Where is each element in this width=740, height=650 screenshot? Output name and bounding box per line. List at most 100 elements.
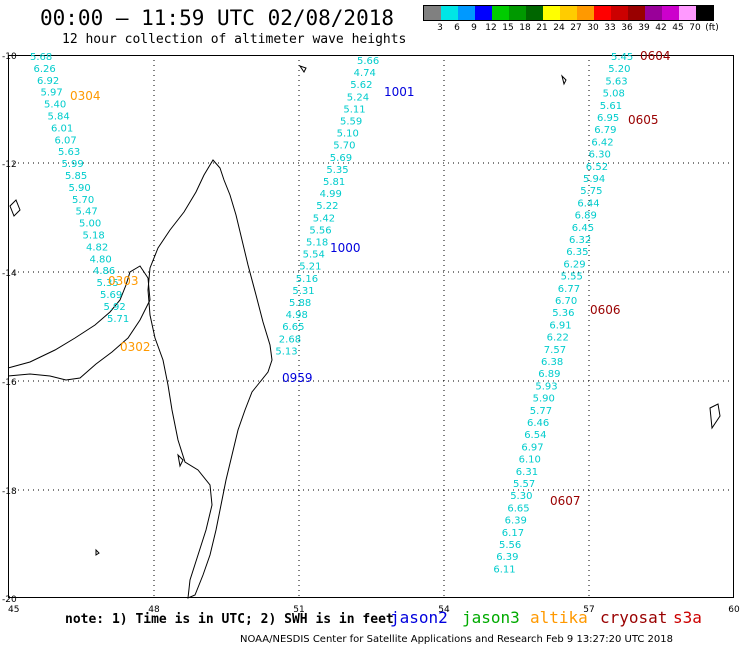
swh-value-altika: 5.35 (97, 278, 119, 289)
swh-value-jason2: 5.35 (326, 165, 348, 176)
map-frame (8, 55, 734, 598)
legend-swatch (543, 6, 560, 20)
legend-label: 24 (553, 23, 565, 33)
swh-value-cryosat: 6.32 (569, 235, 591, 246)
reunion-island (709, 403, 721, 430)
swh-value-altika: 5.71 (107, 314, 129, 325)
legend-swatch (424, 6, 441, 20)
madagascar-coastline (147, 159, 273, 599)
credit-line: NOAA/NESDIS Center for Satellite Applica… (240, 634, 673, 645)
legend-swatch (696, 6, 713, 20)
swh-value-altika: 5.69 (100, 290, 122, 301)
swh-value-altika: 4.86 (93, 266, 115, 277)
swh-value-cryosat: 6.95 (597, 113, 619, 124)
swh-value-cryosat: 6.44 (577, 198, 599, 209)
swh-value-altika: 6.92 (37, 76, 59, 87)
swh-value-cryosat: 6.31 (516, 467, 538, 478)
lat-label: -12 (2, 160, 17, 170)
legend-label: 33 (604, 23, 616, 33)
swh-value-jason2: 5.56 (309, 225, 331, 236)
legend-swatch (611, 6, 628, 20)
swh-value-cryosat: 5.36 (552, 308, 574, 319)
swh-value-altika: 6.26 (34, 64, 56, 75)
swh-value-cryosat: 6.29 (563, 259, 585, 270)
swh-value-altika: 5.18 (83, 231, 105, 242)
swh-value-cryosat: 6.35 (566, 247, 588, 258)
swh-value-cryosat: 6.89 (575, 211, 597, 222)
lat-label: -10 (2, 52, 17, 62)
swh-value-jason2: 5.69 (330, 153, 352, 164)
time-label-altika: 0303 (108, 274, 139, 288)
swh-value-cryosat: 5.20 (608, 64, 630, 75)
swh-value-altika: 6.01 (51, 123, 73, 134)
lat-label: -18 (2, 487, 17, 497)
island-outline (177, 453, 184, 468)
legend-swatch (679, 6, 696, 20)
swh-value-cryosat: 5.57 (513, 479, 535, 490)
swh-value-cryosat: 6.30 (589, 150, 611, 161)
swh-value-altika: 4.82 (86, 242, 108, 253)
swh-value-jason2: 5.18 (306, 238, 328, 249)
swh-value-jason2: 5.62 (350, 80, 372, 91)
time-label-jason2: 0959 (282, 371, 313, 385)
swh-value-jason2: 5.42 (313, 213, 335, 224)
legend-swatch (628, 6, 645, 20)
swh-value-altika: 5.97 (41, 88, 63, 99)
swh-value-jason2: 5.70 (333, 141, 355, 152)
swh-value-altika: 4.80 (90, 254, 112, 265)
swh-value-altika: 5.68 (30, 52, 52, 63)
swh-value-cryosat: 6.10 (519, 455, 541, 466)
legend-swatch (441, 6, 458, 20)
swh-value-cryosat: 6.38 (541, 357, 563, 368)
footer-note: note: 1) Time is in UTC; 2) SWH is in fe… (65, 612, 394, 627)
lat-label: -20 (2, 595, 17, 605)
legend-label: 45 (672, 23, 684, 33)
swh-value-cryosat: 6.79 (594, 125, 616, 136)
legend-label: 6 (454, 23, 460, 33)
swh-value-cryosat: 6.91 (549, 320, 571, 331)
swh-value-cryosat: 6.45 (572, 223, 594, 234)
swh-value-jason2: 5.81 (323, 177, 345, 188)
legend-labels: 3 6 9 12 15 18 21 24 27 30 33 36 39 42 45 70 (ft) (423, 21, 719, 35)
swh-value-jason2: 5.24 (347, 92, 369, 103)
swh-value-cryosat: 6.39 (496, 552, 518, 563)
time-label-cryosat: 0605 (628, 113, 659, 127)
swh-value-cryosat: 5.77 (530, 406, 552, 417)
swh-value-altika: 5.47 (76, 207, 98, 218)
lon-label: 51 (293, 605, 304, 615)
lat-label: -14 (2, 269, 17, 279)
legend-label: 21 (536, 23, 548, 33)
swh-value-cryosat: 5.75 (580, 186, 602, 197)
mozambique-coastline (7, 265, 151, 381)
swh-value-jason2: 5.13 (275, 346, 297, 357)
satellite-jason2: jason2 (390, 608, 448, 627)
page-title: 00:00 – 11:59 UTC 02/08/2018 (40, 6, 395, 30)
swh-value-altika: 5.63 (58, 147, 80, 158)
swh-value-jason2: 5.11 (343, 104, 365, 115)
swh-value-cryosat: 6.97 (521, 442, 543, 453)
swh-value-altika: 5.84 (48, 112, 70, 123)
legend-label: 15 (502, 23, 514, 33)
lon-label: 60 (728, 605, 740, 615)
swh-value-altika: 5.85 (65, 171, 87, 182)
legend-label: 27 (570, 23, 582, 33)
time-label-jason2: 1001 (384, 85, 415, 99)
legend-swatch (645, 6, 662, 20)
time-label-cryosat: 0604 (640, 49, 671, 63)
swh-value-jason2: 5.21 (299, 262, 321, 273)
time-label-cryosat: 0607 (550, 494, 581, 508)
swh-value-jason2: 4.99 (320, 189, 342, 200)
legend-label: 42 (655, 23, 667, 33)
lon-label: 54 (438, 605, 450, 615)
swh-value-cryosat: 6.77 (558, 284, 580, 295)
legend-color-bar (423, 5, 714, 21)
swh-value-cryosat: 5.90 (533, 394, 555, 405)
satellite-jason3: jason3 (462, 608, 520, 627)
satellite-s3a: s3a (673, 608, 702, 627)
swh-value-cryosat: 6.65 (507, 503, 529, 514)
legend-swatch (560, 6, 577, 20)
satellite-cryosat: cryosat (600, 608, 668, 627)
legend-label: 9 (471, 23, 477, 33)
swh-value-altika: 5.00 (79, 219, 101, 230)
